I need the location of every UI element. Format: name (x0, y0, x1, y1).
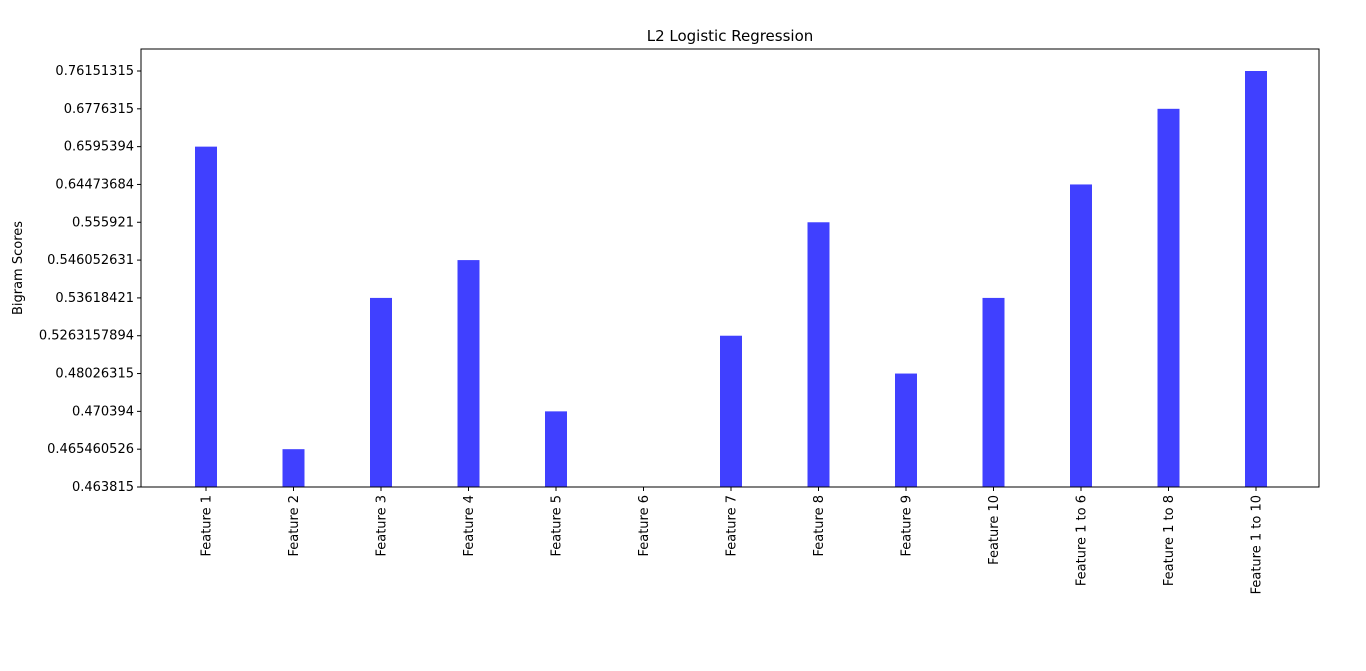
y-tick-label: 0.5263157894 (39, 329, 134, 344)
bar (807, 222, 830, 488)
bar (1070, 184, 1092, 488)
x-tick-label: Feature 5 (550, 495, 565, 557)
chart-title: L2 Logistic Regression (647, 27, 814, 45)
y-tick-label: 0.546052631 (47, 253, 134, 268)
y-tick-label: 0.6595394 (64, 140, 134, 155)
x-tick-label: Feature 1 (200, 495, 215, 557)
x-tick-label: Feature 8 (812, 495, 827, 557)
y-axis-label: Bigram Scores (11, 221, 26, 315)
bar (1157, 108, 1180, 488)
x-axis-ticks: Feature 1 Feature 2 Feature 3 Feature 4 Feat… (200, 487, 1265, 594)
x-tick-label: Feature 9 (900, 495, 915, 557)
bar (282, 449, 305, 487)
y-tick-label: 0.6776315 (64, 102, 134, 117)
y-tick-label: 0.470394 (72, 404, 134, 419)
x-tick-label: Feature 1 to 6 (1075, 495, 1090, 586)
x-tick-label: Feature 1 to 8 (1162, 495, 1177, 586)
x-tick-label: Feature 2 (287, 495, 302, 557)
x-tick-label: Feature 4 (462, 495, 477, 557)
x-tick-label: Feature 6 (637, 495, 652, 557)
bar (982, 297, 1005, 487)
y-tick-label: 0.48026315 (55, 367, 134, 382)
bar (720, 335, 742, 487)
x-tick-label: Feature 1 to 10 (1250, 495, 1265, 594)
y-tick-label: 0.53618421 (55, 291, 134, 306)
bar (895, 373, 917, 487)
y-tick-label: 0.555921 (72, 215, 134, 230)
x-tick-label: Feature 7 (725, 495, 740, 557)
bars (195, 71, 1267, 488)
y-tick-label: 0.64473684 (55, 177, 134, 192)
bar (370, 297, 392, 487)
x-tick-label: Feature 3 (375, 495, 390, 557)
bar (545, 411, 567, 487)
y-tick-label: 0.465460526 (47, 442, 134, 457)
y-tick-label: 0.463815 (72, 480, 134, 495)
y-axis-ticks: 0.463815 0.465460526 0.470394 0.48026315 0.5… (39, 64, 141, 495)
bar (457, 260, 480, 487)
plot-frame (140, 48, 1320, 488)
y-tick-label: 0.76151315 (55, 64, 134, 79)
bar (1245, 71, 1267, 487)
bar (195, 146, 217, 488)
x-tick-label: Feature 10 (987, 495, 1002, 565)
